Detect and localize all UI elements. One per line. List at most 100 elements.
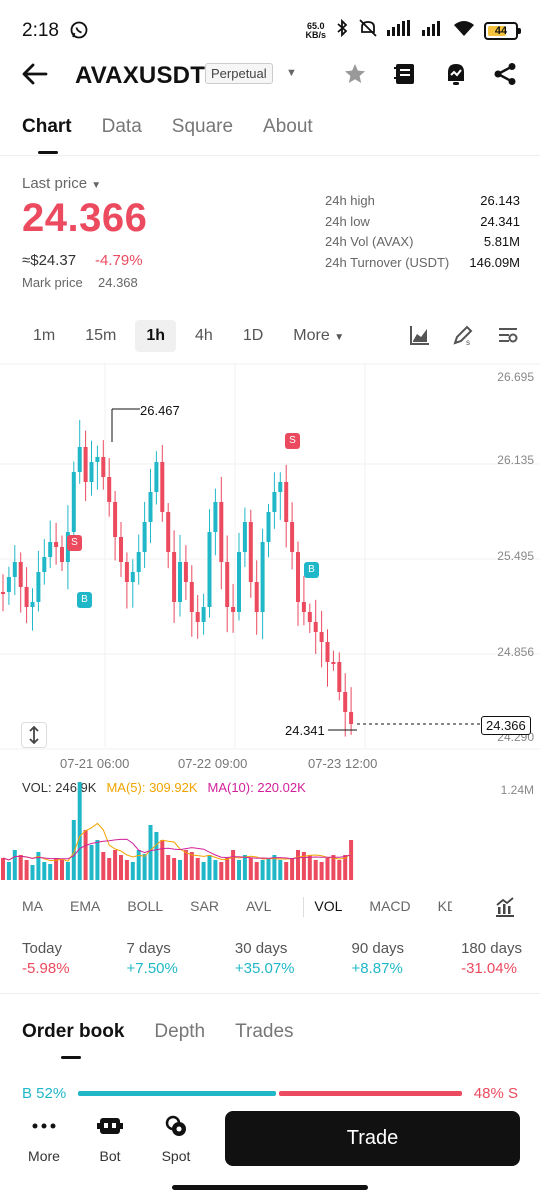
stat-row: 24h Vol (AVAX) 5.81M [325, 234, 520, 249]
interval-more[interactable]: More ▼ [293, 327, 345, 344]
last-price: 24.366 [22, 196, 148, 240]
indicator-avl[interactable]: AVL [245, 898, 272, 914]
candle-body [307, 612, 312, 622]
candle-body [231, 607, 236, 612]
symbol-title[interactable]: AVAXUSDT [75, 62, 206, 89]
indicator-vol[interactable]: VOL [314, 898, 343, 914]
volume-bar [130, 862, 135, 880]
candle-body [349, 712, 354, 724]
volume-bar [183, 850, 188, 880]
indicator-ma[interactable]: MA [22, 898, 43, 914]
stats-panel: 24h high 26.143 24h low 24.341 24h Vol (AV… [325, 193, 520, 275]
interval-1d[interactable]: 1D [242, 327, 264, 344]
volume-bar [42, 862, 47, 880]
bluetooth-icon [335, 18, 349, 42]
more-button[interactable]: More [19, 1113, 69, 1164]
star-icon[interactable] [343, 62, 367, 91]
candle-body [48, 542, 53, 557]
volume-bar [1, 858, 5, 880]
candle-body [160, 462, 165, 512]
candle-body [60, 547, 64, 562]
x-axis-label: 07-21 06:00 [60, 756, 130, 771]
expand-vertical-icon[interactable] [21, 722, 47, 748]
status-time: 2:18 [22, 20, 59, 41]
indicator-ema[interactable]: EMA [70, 898, 101, 914]
performance-row: Today -5.98% 7 days +7.50% 30 days +35.07% … [22, 940, 522, 977]
share-icon[interactable] [493, 62, 517, 91]
price-alert-icon[interactable] [443, 61, 469, 92]
tab-data[interactable]: Data [101, 116, 142, 137]
bot-icon [85, 1113, 135, 1139]
chart-type-icon[interactable] [408, 323, 432, 347]
orderbook-tabs: Order book Depth Trades [22, 1021, 294, 1043]
volume-bar [213, 860, 218, 880]
tab-depth[interactable]: Depth [154, 1021, 206, 1042]
tab-chart[interactable]: Chart [22, 116, 72, 137]
volume-bar [48, 864, 53, 880]
last-price-label[interactable]: Last price ▼ [22, 175, 102, 192]
indicator-kd[interactable]: KD [437, 898, 452, 914]
mark-price-label: Mark price [22, 275, 83, 290]
buy-marker[interactable]: B [77, 592, 92, 608]
candle-body [313, 622, 318, 632]
notebook-icon[interactable] [394, 62, 416, 91]
indicator-macd[interactable]: MACD [369, 898, 411, 914]
candle-body [166, 512, 171, 552]
candle-body [101, 457, 106, 477]
indicator-settings-icon[interactable] [495, 897, 515, 922]
indicator-boll[interactable]: BOLL [127, 898, 164, 914]
volume-bar [166, 855, 171, 880]
candle-body [237, 552, 241, 612]
volume-bar [113, 850, 118, 880]
volume-bar [189, 852, 194, 880]
sell-marker[interactable]: S [285, 433, 300, 449]
x-axis-label: 07-23 12:00 [308, 756, 378, 771]
net-speed: 65.0 KB/s [305, 20, 326, 40]
volume-max-label: 1.24M [500, 783, 534, 797]
interval-1m[interactable]: 1m [33, 327, 56, 344]
back-arrow-icon[interactable] [22, 62, 48, 91]
chart-settings-icon[interactable] [496, 323, 520, 347]
candle-body [278, 482, 283, 492]
trade-button[interactable]: Trade [225, 1111, 520, 1166]
interval-15m[interactable]: 15m [85, 327, 117, 344]
price-chart[interactable] [0, 362, 540, 772]
candle-body [260, 542, 265, 612]
interval-1h[interactable]: 1h [135, 320, 177, 352]
main-tabs: Chart Data Square About [22, 116, 313, 138]
tab-trades[interactable]: Trades [235, 1021, 294, 1042]
candle-body [183, 562, 188, 582]
volume-bar [148, 825, 153, 880]
candle-body [148, 492, 153, 522]
volume-chart[interactable] [0, 776, 540, 886]
tab-order-book[interactable]: Order book [22, 1021, 125, 1042]
volume-bar [6, 862, 11, 880]
buy-marker[interactable]: B [304, 562, 319, 578]
bot-button[interactable]: Bot [85, 1113, 135, 1164]
chevron-down-icon[interactable]: ▼ [286, 67, 297, 79]
volume-bar [195, 858, 200, 880]
signal-icon-2 [422, 20, 444, 41]
stat-row: 24h high 26.143 [325, 193, 520, 208]
candle-body [225, 562, 230, 607]
sell-marker[interactable]: S [67, 535, 82, 551]
indicator-sar[interactable]: SAR [190, 898, 219, 914]
tab-about[interactable]: About [263, 116, 313, 137]
candle-body [284, 482, 289, 522]
candle-body [12, 562, 17, 577]
volume-bar [325, 858, 330, 880]
tab-square[interactable]: Square [171, 116, 234, 137]
candle-body [42, 557, 47, 572]
spot-button[interactable]: Spot [151, 1113, 201, 1164]
contract-type-badge[interactable]: Perpetual [205, 63, 273, 84]
status-bar: 2:18 65.0 KB/s 44 [0, 0, 540, 60]
volume-bar [225, 858, 230, 880]
interval-4h[interactable]: 4h [195, 327, 213, 344]
volume-bar [95, 840, 100, 880]
volume-ma5: MA(5): 309.92K [106, 780, 198, 795]
drawing-tools-icon[interactable]: s [451, 323, 475, 347]
candle-body [95, 457, 100, 462]
candle-body [136, 552, 141, 572]
volume-bar [231, 850, 236, 880]
volume-bar [343, 855, 348, 880]
